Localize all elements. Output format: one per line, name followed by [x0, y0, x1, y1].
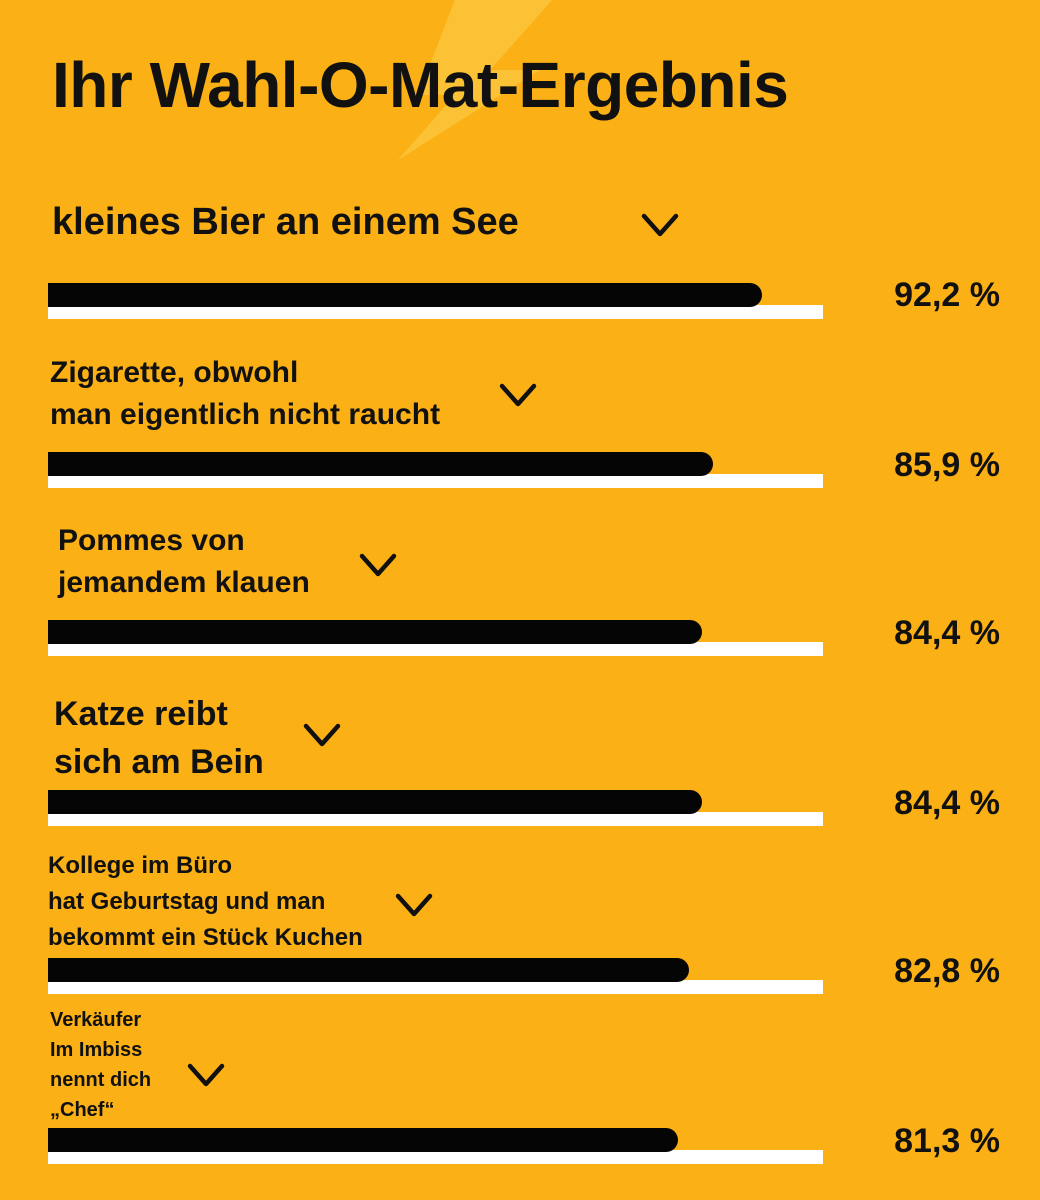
bar-fill — [48, 620, 702, 644]
bar-track-background — [48, 980, 823, 994]
result-label-line: jemandem klauen — [58, 566, 310, 599]
bar-fill — [48, 452, 713, 476]
bar-fill — [48, 790, 702, 814]
result-label-line: nennt dich — [50, 1069, 152, 1091]
bar-track-background — [48, 812, 823, 826]
result-label-line: Verkäufer — [50, 1009, 142, 1031]
chevron-down-icon[interactable] — [358, 552, 398, 578]
result-label-line: Im Imbiss — [50, 1039, 143, 1061]
result-label: Katze reibt sich am Bein — [54, 690, 264, 786]
bar-track — [48, 452, 823, 488]
result-label-line: Pommes von — [58, 524, 245, 557]
result-label-line: kleines Bier an einem See — [52, 201, 519, 243]
result-label-line: man eigentlich nicht raucht — [50, 398, 441, 431]
result-percentage: 84,4 % — [894, 614, 1000, 652]
chevron-down-icon[interactable] — [394, 892, 434, 918]
result-label: Zigarette, obwohl man eigentlich nicht ra… — [50, 352, 440, 436]
result-percentage: 92,2 % — [894, 276, 1000, 314]
result-percentage: 84,4 % — [894, 784, 1000, 822]
chevron-down-icon[interactable] — [640, 212, 680, 238]
bar-fill — [48, 1128, 678, 1152]
chevron-down-icon[interactable] — [186, 1062, 226, 1088]
result-percentage: 82,8 % — [894, 952, 1000, 990]
bar-track-background — [48, 642, 823, 656]
result-label: kleines Bier an einem See — [52, 198, 519, 246]
result-label-line: hat Geburtstag und man — [48, 888, 326, 915]
result-label-line: Katze reibt — [54, 695, 228, 733]
bar-track-background — [48, 305, 823, 319]
bar-track-background — [48, 474, 823, 488]
result-label: Pommes von jemandem klauen — [58, 520, 310, 604]
bar-track-background — [48, 1150, 823, 1164]
result-label-line: Zigarette, obwohl — [50, 356, 299, 389]
bar-track — [48, 958, 823, 994]
result-percentage: 85,9 % — [894, 446, 1000, 484]
bar-track — [48, 620, 823, 656]
bar-fill — [48, 958, 689, 982]
result-label-line: bekommt ein Stück Kuchen — [48, 924, 363, 951]
bar-track — [48, 283, 823, 319]
bar-track — [48, 790, 823, 826]
bar-fill — [48, 283, 762, 307]
result-label: Kollege im Büro hat Geburtstag und man bek… — [48, 848, 363, 956]
page-title: Ihr Wahl-O-Mat-Ergebnis — [52, 49, 789, 121]
result-label: Verkäufer Im Imbiss nennt dich „Chef“ — [50, 1005, 151, 1125]
result-label-line: sich am Bein — [54, 743, 264, 781]
bar-track — [48, 1128, 823, 1164]
result-label-line: Kollege im Büro — [48, 852, 233, 879]
chevron-down-icon[interactable] — [498, 382, 538, 408]
result-label-line: „Chef“ — [50, 1099, 115, 1121]
chevron-down-icon[interactable] — [302, 722, 342, 748]
result-percentage: 81,3 % — [894, 1122, 1000, 1160]
